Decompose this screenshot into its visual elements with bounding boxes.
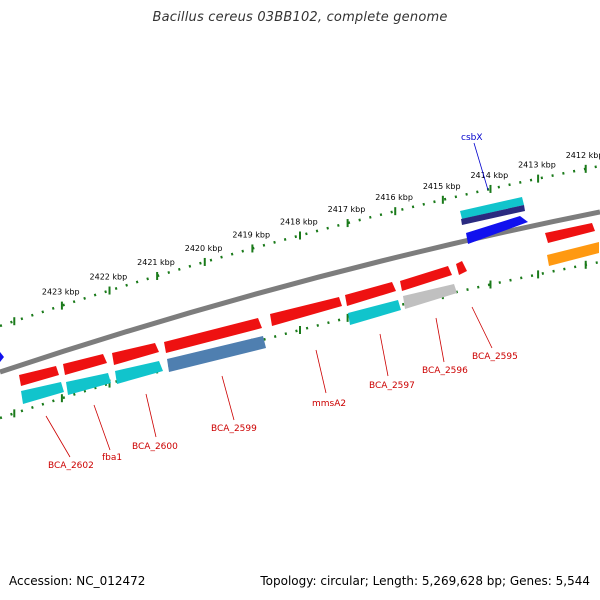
outer-tick-ring [0, 164, 600, 328]
inner-tick-ring [0, 260, 600, 420]
gene-label-mmsa2[interactable]: mmsA2 [312, 399, 346, 409]
gene-label-bca2600[interactable]: BCA_2600 [132, 442, 178, 452]
tick-label-2412: 2412 kbp [566, 151, 600, 160]
tick-label-2419: 2419 kbp [232, 230, 270, 239]
feature-cds-right-top[interactable] [545, 223, 595, 243]
tick-label-2417: 2417 kbp [328, 205, 366, 214]
gene-label-fba1[interactable]: fba1 [102, 453, 122, 463]
forward-strand-features [19, 197, 599, 404]
feature-bca2599-gene[interactable] [167, 336, 266, 372]
tick-label-2421: 2421 kbp [137, 258, 175, 267]
leader-lines [45, 142, 493, 458]
feature-bca2600-cds[interactable] [112, 343, 159, 365]
gene-label-csbx[interactable]: csbX [461, 133, 483, 143]
feature-bca2597-cds[interactable] [345, 282, 396, 306]
gene-label-bca2597[interactable]: BCA_2597 [369, 381, 415, 391]
tick-label-2418: 2418 kbp [280, 218, 318, 227]
outer-major-ticks [13, 164, 587, 326]
map-title: Bacillus cereus 03BB102, complete genome [152, 10, 448, 25]
feature-mmsa2-cds[interactable] [270, 297, 342, 326]
feature-bca2596-gene[interactable] [403, 284, 457, 309]
tick-label-2415: 2415 kbp [423, 182, 461, 191]
tick-label-2422: 2422 kbp [90, 273, 128, 282]
tick-label-2414: 2414 kbp [470, 171, 508, 180]
feature-csbx-blue[interactable] [466, 216, 528, 244]
gene-label-bca2596[interactable]: BCA_2596 [422, 366, 468, 376]
gene-label-bca2595[interactable]: BCA_2595 [472, 352, 518, 362]
feature-fba1-gene[interactable] [66, 373, 111, 395]
feature-orange-right[interactable] [547, 242, 599, 266]
feature-bca2602-gene[interactable] [21, 382, 64, 404]
feature-bca2597-gene[interactable] [348, 300, 401, 325]
gene-label-bca2599[interactable]: BCA_2599 [211, 424, 257, 434]
tick-label-2420: 2420 kbp [185, 244, 223, 253]
accession-text: Accession: NC_012472 [9, 574, 146, 588]
feature-fba1-cds[interactable] [63, 354, 107, 375]
tick-label-2416: 2416 kbp [375, 193, 413, 202]
feature-bca2600-gene[interactable] [115, 361, 163, 384]
feature-bca2602-cds[interactable] [19, 366, 59, 386]
feature-bca2599-cds[interactable] [164, 318, 262, 353]
tick-labels: 2412 kbp 2413 kbp 2414 kbp 2415 kbp 2416 kbp… [42, 151, 600, 297]
feature-bca2596-cds[interactable] [400, 266, 452, 291]
tick-label-2413: 2413 kbp [518, 161, 556, 170]
gene-label-group: csbX BCA_2595 BCA_2596 BCA_2597 mmsA2 BC… [48, 133, 518, 471]
genome-summary-text: Topology: circular; Length: 5,269,628 bp… [260, 574, 590, 588]
feature-bca2595[interactable] [456, 261, 467, 275]
feature-left-edge[interactable] [0, 352, 4, 362]
gene-label-bca2602[interactable]: BCA_2602 [48, 461, 94, 471]
genome-backbone [0, 209, 600, 375]
tick-label-2423: 2423 kbp [42, 288, 80, 297]
feature-csbx-navy[interactable] [461, 205, 525, 225]
feature-csbx-cyan[interactable] [460, 197, 524, 219]
